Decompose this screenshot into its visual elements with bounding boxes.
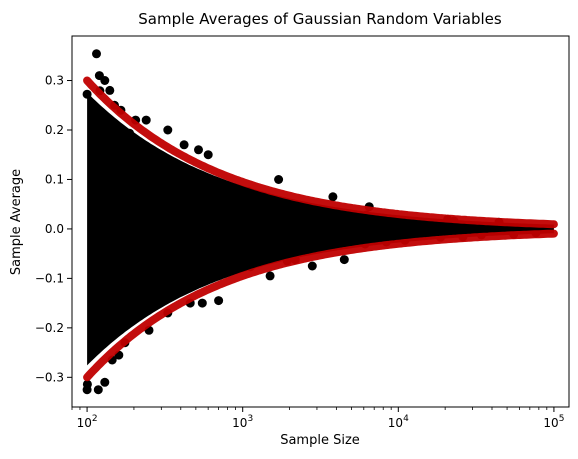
scatter-point	[125, 128, 135, 138]
chart-title: Sample Averages of Gaussian Random Varia…	[138, 10, 502, 28]
scatter-point-outlier	[214, 296, 224, 306]
y-tick-label: −0.3	[35, 370, 64, 384]
envelope-upper-line	[83, 76, 558, 229]
scatter-point	[232, 264, 242, 274]
x-tick-label: 103	[232, 414, 253, 430]
y-tick-label: 0.0	[45, 222, 64, 236]
scatter-point-outlier	[82, 385, 92, 395]
scatter-point-outlier	[179, 140, 189, 150]
scatter-point-outlier	[197, 298, 207, 308]
scatter-point-outlier	[93, 385, 103, 395]
x-tick-label: 104	[388, 414, 409, 430]
scatter-point	[98, 122, 108, 132]
plot-frame	[71, 35, 570, 408]
scatter-point-outlier	[105, 85, 115, 95]
scatter-point-outlier	[100, 76, 110, 85]
scatter-point-outlier	[100, 377, 110, 387]
scatter-point-outlier	[339, 255, 349, 265]
y-tick-label: 0.3	[45, 74, 64, 88]
envelope-lower-line	[83, 229, 558, 382]
y-axis-label: Sample Average	[9, 169, 24, 275]
scatter-point-outlier	[265, 271, 275, 281]
scatter-point-outlier	[163, 125, 173, 135]
scatter-point-outlier	[307, 261, 317, 271]
scatter-point	[82, 89, 92, 99]
scatter-point	[243, 186, 253, 196]
y-tick-label: −0.1	[35, 271, 64, 285]
y-tick-label: −0.2	[35, 321, 64, 335]
x-tick-label: 105	[543, 414, 564, 430]
x-axis-label: Sample Size	[280, 433, 360, 448]
y-tick-label: 0.1	[45, 172, 64, 186]
scatter-point-outlier	[328, 192, 338, 202]
scatter-point	[178, 166, 187, 176]
scatter-point	[167, 288, 177, 297]
x-axis-ticks: 102 103 104 105	[71, 407, 564, 430]
scatter-point	[140, 151, 150, 161]
scatter-band	[87, 92, 554, 366]
y-axis-ticks: −0.3 −0.2 −0.1 0.0 0.1 0.2 0.3	[35, 74, 72, 384]
scatter-point-outlier	[141, 115, 151, 125]
scatter-point	[159, 292, 169, 302]
scatter-point-outlier	[203, 150, 213, 160]
scatter-point-outlier	[274, 175, 284, 184]
plot-area	[82, 49, 558, 395]
scatter-point	[114, 130, 124, 140]
scatter-point-outlier	[194, 145, 203, 155]
y-tick-label: 0.2	[45, 123, 64, 137]
x-tick-label: 102	[77, 414, 98, 430]
envelope-curves-layer	[83, 76, 558, 382]
scatter-point-outlier	[92, 49, 101, 59]
